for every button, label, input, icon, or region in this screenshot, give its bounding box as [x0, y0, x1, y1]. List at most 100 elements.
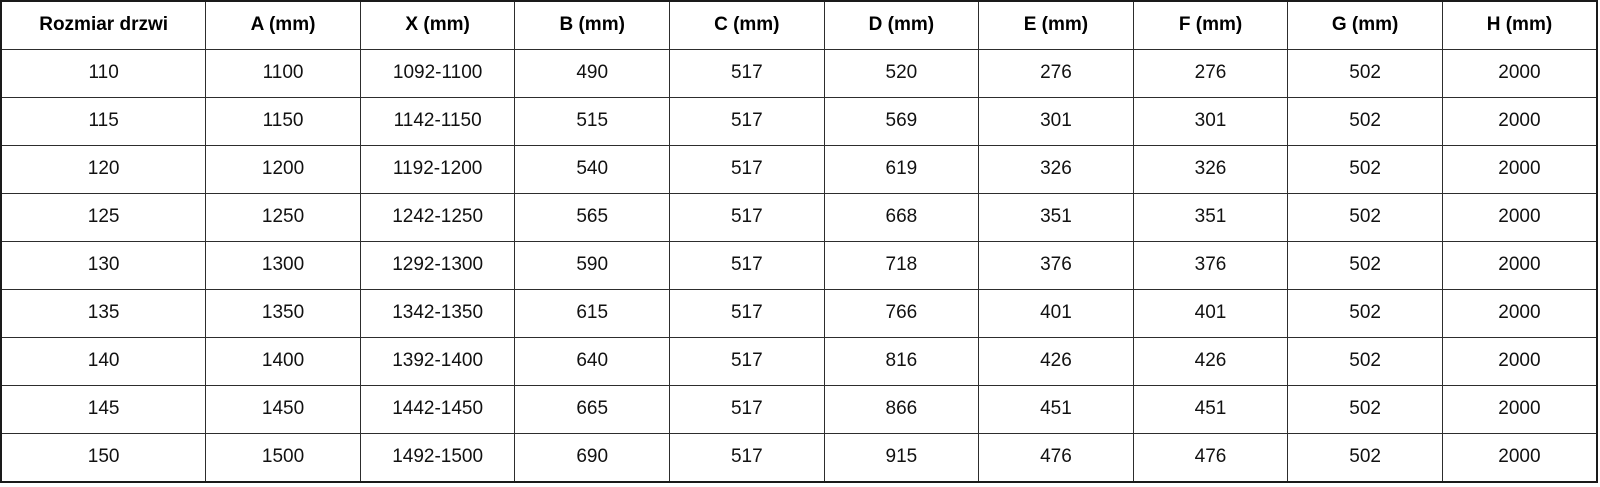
table-row: 130 1300 1292-1300 590 517 718 376 376 502 2000 [0, 241, 1598, 290]
table-body: 110 1100 1092-1100 490 517 520 276 276 502 2000 11… [0, 49, 1598, 483]
table-header: Rozmiar drzwi A (mm) X (mm) B (mm) C (mm) D (… [0, 0, 1598, 50]
table-cell: 1200 [205, 145, 361, 194]
table-row: 110 1100 1092-1100 490 517 520 276 276 502 2000 [0, 49, 1598, 98]
table-cell: 520 [823, 49, 980, 98]
table-cell: 540 [514, 145, 670, 194]
table-cell: 615 [514, 289, 670, 338]
table-cell: 502 [1287, 289, 1443, 338]
table-cell: 1300 [205, 241, 361, 290]
table-row: 145 1450 1442-1450 665 517 866 451 451 502 2000 [0, 385, 1598, 434]
table-cell: 301 [1132, 97, 1289, 146]
table-cell: 502 [1287, 337, 1443, 386]
column-header: G (mm) [1287, 0, 1443, 50]
table-row: 120 1200 1192-1200 540 517 619 326 326 502 2000 [0, 145, 1598, 194]
table-cell: 301 [978, 97, 1134, 146]
table-cell: 326 [978, 145, 1134, 194]
table-cell: 376 [1132, 241, 1289, 290]
table-cell: 1350 [205, 289, 361, 338]
table-cell: 1250 [205, 193, 361, 242]
table-cell: 110 [0, 49, 207, 98]
table-cell: 2000 [1441, 289, 1598, 338]
table-cell: 569 [823, 97, 980, 146]
table-cell: 502 [1287, 385, 1443, 434]
column-header: E (mm) [978, 0, 1134, 50]
table-cell: 502 [1287, 433, 1443, 483]
table-cell: 451 [978, 385, 1134, 434]
table-cell: 1392-1400 [359, 337, 516, 386]
table-cell: 115 [0, 97, 207, 146]
table-row: 140 1400 1392-1400 640 517 816 426 426 502 2000 [0, 337, 1598, 386]
table-cell: 502 [1287, 49, 1443, 98]
table-cell: 517 [669, 241, 825, 290]
table-row: 150 1500 1492-1500 690 517 915 476 476 502 2000 [0, 433, 1598, 483]
header-row: Rozmiar drzwi A (mm) X (mm) B (mm) C (mm) D (… [0, 0, 1598, 50]
table-cell: 376 [978, 241, 1134, 290]
table-cell: 1142-1150 [359, 97, 516, 146]
table-row: 125 1250 1242-1250 565 517 668 351 351 502 2000 [0, 193, 1598, 242]
table-row: 135 1350 1342-1350 615 517 766 401 401 502 2000 [0, 289, 1598, 338]
table-cell: 451 [1132, 385, 1289, 434]
table-cell: 2000 [1441, 337, 1598, 386]
table-cell: 565 [514, 193, 670, 242]
column-header: F (mm) [1132, 0, 1289, 50]
column-header: A (mm) [205, 0, 361, 50]
table-cell: 1400 [205, 337, 361, 386]
table-cell: 517 [669, 145, 825, 194]
table-cell: 517 [669, 97, 825, 146]
table-cell: 135 [0, 289, 207, 338]
table-cell: 2000 [1441, 433, 1598, 483]
table-cell: 276 [1132, 49, 1289, 98]
table-cell: 668 [823, 193, 980, 242]
table-cell: 766 [823, 289, 980, 338]
table-cell: 665 [514, 385, 670, 434]
table-cell: 590 [514, 241, 670, 290]
column-header: X (mm) [359, 0, 516, 50]
column-header: C (mm) [669, 0, 825, 50]
table-cell: 326 [1132, 145, 1289, 194]
column-header: H (mm) [1441, 0, 1598, 50]
table-cell: 276 [978, 49, 1134, 98]
table-cell: 515 [514, 97, 670, 146]
table-cell: 150 [0, 433, 207, 483]
table-cell: 640 [514, 337, 670, 386]
table-cell: 502 [1287, 97, 1443, 146]
table-cell: 718 [823, 241, 980, 290]
table-cell: 125 [0, 193, 207, 242]
table-cell: 517 [669, 193, 825, 242]
column-header: B (mm) [514, 0, 670, 50]
table-cell: 1492-1500 [359, 433, 516, 483]
table-cell: 517 [669, 337, 825, 386]
table-cell: 502 [1287, 193, 1443, 242]
table-cell: 1342-1350 [359, 289, 516, 338]
table-cell: 2000 [1441, 97, 1598, 146]
table-cell: 2000 [1441, 385, 1598, 434]
table-cell: 1100 [205, 49, 361, 98]
table-cell: 426 [1132, 337, 1289, 386]
table-cell: 1150 [205, 97, 361, 146]
table-cell: 816 [823, 337, 980, 386]
table-cell: 140 [0, 337, 207, 386]
table-cell: 1500 [205, 433, 361, 483]
table-cell: 120 [0, 145, 207, 194]
column-header: Rozmiar drzwi [0, 0, 207, 50]
table-cell: 145 [0, 385, 207, 434]
table-cell: 2000 [1441, 241, 1598, 290]
table-cell: 517 [669, 49, 825, 98]
table-cell: 490 [514, 49, 670, 98]
table-cell: 476 [978, 433, 1134, 483]
table-cell: 866 [823, 385, 980, 434]
table-cell: 401 [1132, 289, 1289, 338]
table-cell: 476 [1132, 433, 1289, 483]
table-cell: 690 [514, 433, 670, 483]
table-cell: 1092-1100 [359, 49, 516, 98]
table-cell: 1292-1300 [359, 241, 516, 290]
table-cell: 517 [669, 289, 825, 338]
table-cell: 351 [1132, 193, 1289, 242]
table-cell: 351 [978, 193, 1134, 242]
table-cell: 517 [669, 433, 825, 483]
table-cell: 1442-1450 [359, 385, 516, 434]
table-cell: 619 [823, 145, 980, 194]
table-cell: 1450 [205, 385, 361, 434]
